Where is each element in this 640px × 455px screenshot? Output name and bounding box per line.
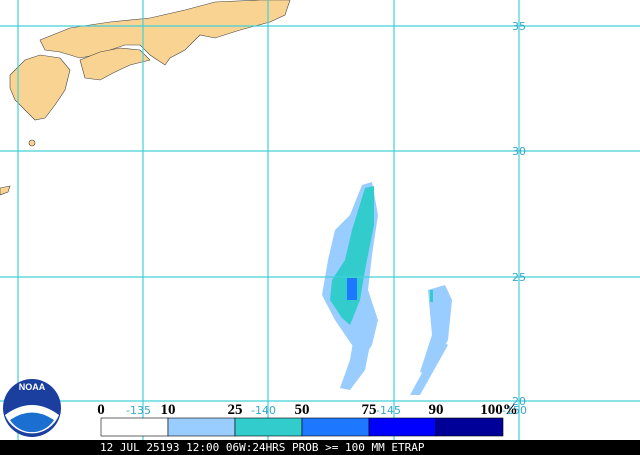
legend-label: 10 (161, 402, 176, 418)
lon-label: -145 (376, 404, 401, 417)
footer-text: 12 JUL 25193 12:00 06W:24HRS PROB >= 100… (100, 441, 425, 454)
legend: 0 10 25 50 75 90 100% (97, 402, 518, 437)
legend-label: 100% (480, 402, 518, 418)
lat-label: 30 (512, 145, 526, 158)
footer-bar (0, 440, 640, 455)
lon-label: -150 (502, 404, 527, 417)
logo-text: NOAA (19, 382, 46, 392)
land (0, 0, 291, 196)
legend-label: 0 (97, 402, 105, 418)
legend-label: 25 (228, 402, 243, 418)
lat-label: 20 (512, 395, 526, 408)
legend-label: 90 (429, 402, 444, 418)
lon-label: -140 (251, 404, 276, 417)
legend-swatch (100, 417, 169, 437)
noaa-logo: NOAA (3, 379, 61, 437)
legend-swatch (368, 417, 437, 437)
lon-label: -135 (126, 404, 151, 417)
legend-swatch (435, 417, 504, 437)
lat-label: 35 (512, 20, 526, 33)
legend-swatch (167, 417, 236, 437)
legend-swatch (234, 417, 303, 437)
lat-label: 25 (512, 271, 526, 284)
legend-label: 75 (362, 402, 377, 418)
legend-label: 50 (295, 402, 310, 418)
graticule (0, 0, 640, 440)
probability-areas (322, 182, 452, 395)
legend-swatch (301, 417, 370, 437)
